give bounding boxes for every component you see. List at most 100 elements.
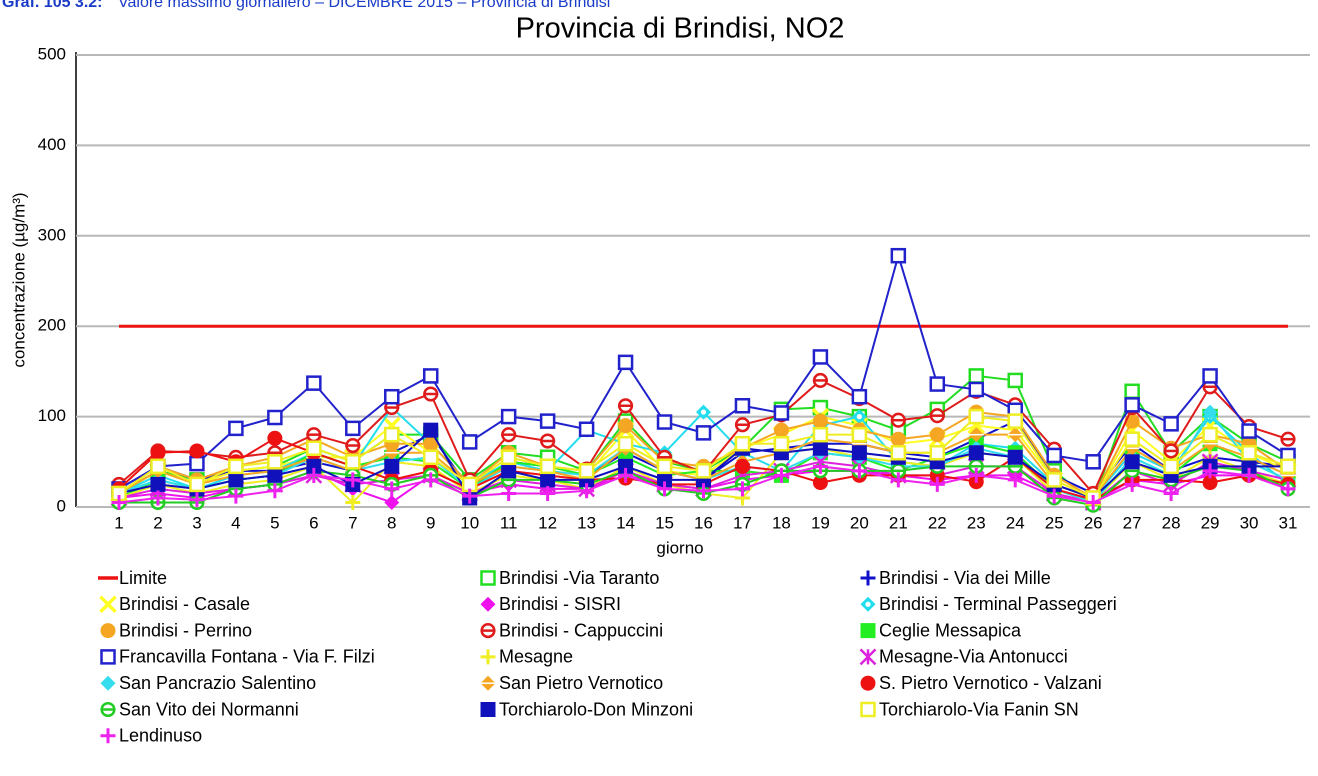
data-point [228, 458, 244, 475]
y-tick-label: 100 [38, 406, 66, 425]
data-point [501, 485, 517, 501]
data-point [1007, 413, 1023, 429]
data-point [150, 476, 166, 492]
data-point [968, 408, 985, 425]
data-point [695, 463, 712, 479]
data-point [111, 494, 127, 510]
data-point [501, 463, 517, 479]
data-point [890, 431, 906, 447]
data-point [890, 472, 906, 488]
data-point [890, 445, 907, 461]
caption: Valore massimo giornaliero – DICEMBRE 20… [118, 0, 610, 11]
data-point [773, 422, 789, 438]
legend-swatch [100, 649, 116, 665]
data-point [1202, 475, 1218, 491]
legend-swatch [480, 570, 496, 586]
data-point [384, 494, 400, 510]
legend-label: Mesagne [499, 647, 573, 667]
data-point [812, 440, 828, 456]
data-point [1163, 416, 1179, 432]
data-point [812, 458, 828, 474]
x-tick-label: 31 [1279, 513, 1298, 532]
data-point [500, 408, 517, 425]
x-tick-label: 13 [577, 513, 596, 532]
legend-swatch [100, 675, 116, 691]
data-point [812, 426, 829, 443]
data-point [812, 349, 829, 365]
x-tick-label: 25 [1045, 513, 1064, 532]
data-point [1241, 423, 1257, 439]
legend-item: Brindisi - Via dei Mille [860, 568, 1051, 588]
x-tick-label: 21 [889, 513, 908, 532]
data-point [929, 476, 945, 492]
data-point [1124, 476, 1140, 492]
data-point [1163, 443, 1179, 459]
data-point [579, 483, 595, 499]
data-point [1280, 458, 1296, 475]
data-point [345, 420, 361, 437]
data-point [384, 426, 400, 443]
data-point [968, 445, 984, 461]
data-point [306, 458, 322, 474]
legend-label: Brindisi -Via Taranto [499, 568, 659, 588]
data-point [461, 434, 478, 450]
data-point [267, 483, 283, 499]
data-point [150, 490, 166, 506]
data-point [345, 437, 361, 454]
data-point [618, 398, 634, 414]
data-point [150, 445, 166, 461]
data-point [812, 413, 828, 429]
data-point [501, 427, 517, 443]
x-tick-label: 2 [153, 513, 162, 532]
legend-swatch [859, 648, 877, 666]
legend-label: Mesagne-Via Antonucci [879, 647, 1068, 667]
x-tick-label: 4 [231, 513, 240, 532]
data-point [1202, 404, 1218, 420]
legend-item: Francavilla Fontana - Via F. Filzi [100, 647, 375, 667]
legend-label: Brindisi - Via dei Mille [879, 568, 1051, 588]
legend-item: San Pancrazio Salentino [100, 673, 316, 693]
data-point [267, 454, 283, 470]
data-point [306, 440, 322, 456]
legend-label: Torchiarolo-Don Minzoni [499, 699, 693, 719]
legend-item: Mesagne [480, 647, 573, 667]
legend-label: Brindisi - Cappuccini [499, 620, 663, 640]
legend-label: San Pancrazio Salentino [119, 673, 316, 693]
data-point [189, 492, 205, 508]
legend-item: Brindisi -Via Taranto [480, 568, 659, 588]
x-axis-label: giorno [656, 538, 703, 557]
data-point [384, 458, 400, 474]
x-tick-label: 8 [387, 513, 396, 532]
data-point [1085, 494, 1101, 510]
data-point [696, 483, 711, 499]
data-point [384, 481, 400, 497]
data-point [812, 475, 828, 491]
data-point [306, 427, 322, 443]
data-point [656, 414, 673, 430]
x-tick-label: 10 [460, 513, 479, 532]
data-point [812, 372, 828, 388]
caption-prefix: Graf. 105 3.2: [2, 0, 103, 11]
data-point [1241, 445, 1257, 461]
x-tick-label: 26 [1084, 513, 1103, 532]
legend-swatch [860, 623, 876, 639]
data-point [851, 388, 868, 405]
data-point [618, 458, 634, 474]
data-point [462, 488, 478, 504]
legend-swatch [480, 596, 496, 612]
legend-item: Brindisi - Perrino [100, 620, 252, 640]
series-line [118, 254, 1289, 490]
data-point [1007, 427, 1023, 443]
data-point [306, 467, 322, 483]
data-point [422, 449, 439, 466]
legend-item: Mesagne-Via Antonucci [859, 647, 1068, 667]
data-point [773, 435, 790, 452]
data-point [422, 368, 439, 384]
data-point [618, 418, 634, 434]
data-point [618, 467, 634, 483]
data-point [1202, 368, 1218, 384]
data-point [696, 404, 711, 420]
data-point [773, 467, 789, 483]
x-tick-label: 11 [500, 513, 518, 532]
data-point [657, 481, 673, 497]
